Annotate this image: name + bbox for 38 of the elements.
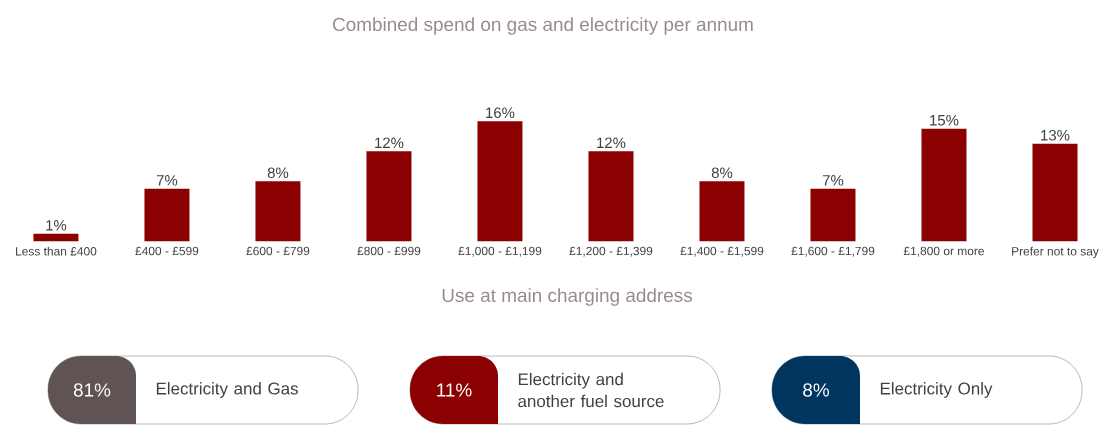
text: 8% — [803, 383, 830, 397]
data-label: 15% — [930, 115, 959, 126]
x-tick-label: £400 - £599 — [135, 246, 199, 256]
x-tick-label: Less than £400 — [16, 246, 97, 256]
bar — [477, 121, 523, 242]
bar — [699, 181, 745, 242]
data-label: 1% — [46, 220, 67, 231]
data-label: 8% — [711, 167, 733, 179]
bar — [810, 188, 856, 242]
data-label: 12% — [597, 137, 626, 149]
category-label: Electricity and Gas — [156, 382, 298, 398]
category-label: Electricity Only — [880, 382, 993, 398]
data-label: 8% — [267, 167, 289, 179]
x-tick-label: £800 - £999 — [357, 246, 421, 256]
bar — [33, 233, 79, 242]
x-tick-label: £600 - £799 — [246, 246, 310, 256]
x-tick-label: £1,000 - £1,199 — [458, 246, 542, 257]
bar — [366, 151, 412, 242]
category-label: Electricity and another fuel source — [518, 372, 664, 408]
text: 11% — [437, 383, 472, 397]
data-label: 16% — [486, 107, 515, 119]
bar — [255, 181, 301, 242]
text: Use at main charging address — [442, 288, 692, 306]
data-label: 13% — [1041, 129, 1070, 141]
bar — [144, 188, 190, 242]
bar — [1032, 143, 1078, 242]
x-tick-label: £1,400 - £1,599 — [680, 246, 764, 257]
bar — [921, 128, 967, 242]
x-tick-label: Prefer not to say — [1012, 246, 1099, 258]
text: 81% — [73, 383, 111, 397]
bar — [588, 151, 634, 242]
data-label: 7% — [156, 175, 178, 186]
x-tick-label: £1,200 - £1,399 — [569, 246, 653, 257]
chart-title: Combined spend on gas and electricity per annum — [332, 17, 753, 35]
data-label: 7% — [822, 175, 844, 186]
x-tick-label: £1,600 - £1,799 — [791, 246, 875, 257]
x-tick-label: £1,800 or more — [903, 246, 984, 257]
data-label: 12% — [375, 137, 404, 149]
